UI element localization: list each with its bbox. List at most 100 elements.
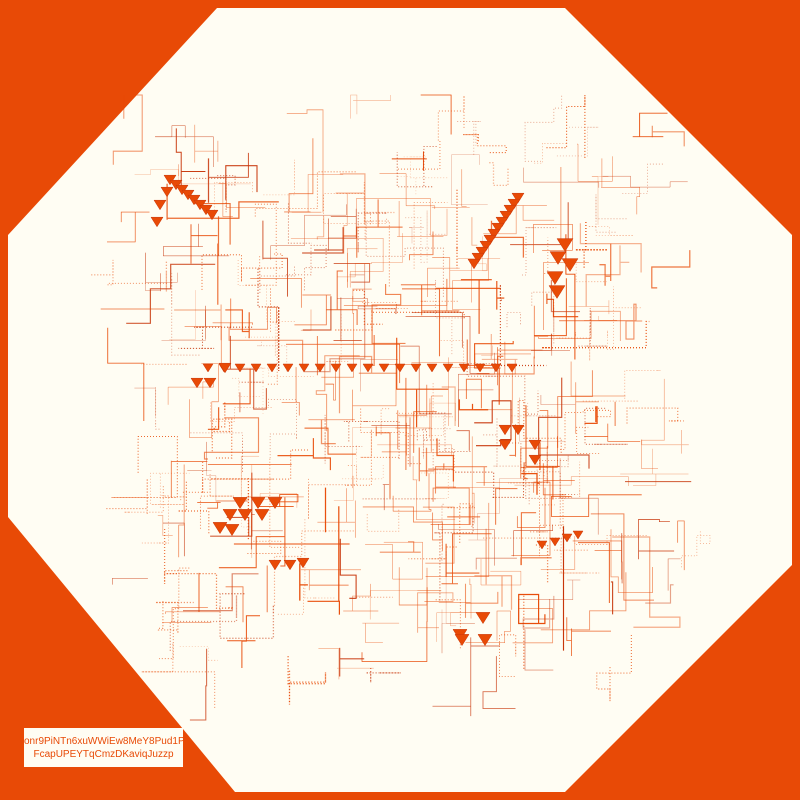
line-path — [356, 444, 376, 480]
line-path — [452, 245, 489, 310]
line-path — [520, 512, 552, 566]
triangle-marker — [536, 540, 548, 550]
line-path — [218, 497, 286, 569]
line-path — [456, 121, 481, 155]
line-path — [213, 401, 231, 433]
line-path — [299, 563, 308, 601]
line-path — [610, 581, 614, 615]
line-path — [337, 263, 369, 306]
line-path — [365, 668, 401, 683]
triangle-marker — [495, 216, 509, 228]
line-path — [512, 608, 554, 644]
line-path — [528, 452, 548, 505]
line-path — [514, 476, 629, 486]
line-path — [159, 567, 190, 660]
line-path — [201, 449, 308, 494]
line-path — [499, 284, 547, 367]
line-path — [610, 529, 653, 594]
line-path — [523, 167, 600, 188]
line-path — [362, 506, 443, 551]
line-path — [254, 367, 264, 414]
line-path — [357, 212, 387, 253]
line-path — [214, 182, 253, 219]
triangle-marker — [394, 363, 406, 373]
line-path — [546, 293, 579, 318]
triangle-marker — [150, 216, 164, 228]
line-path — [572, 540, 623, 580]
caption-line-2: FcapUPEYTqCmzDKaviqJuzzp — [33, 748, 174, 760]
line-path — [317, 488, 356, 538]
line-path — [559, 494, 578, 529]
octagon-canvas — [8, 8, 792, 792]
line-path — [481, 345, 493, 356]
line-path — [499, 634, 517, 678]
line-path — [327, 208, 357, 251]
line-path — [171, 273, 200, 356]
line-path — [441, 386, 456, 426]
line-path — [513, 524, 553, 557]
line-path — [285, 244, 327, 291]
line-path — [339, 538, 357, 599]
line-path — [535, 544, 549, 583]
triangle-marker — [475, 612, 491, 625]
line-path — [474, 575, 513, 610]
line-path — [438, 524, 495, 566]
line-path — [342, 199, 403, 258]
line-path — [405, 316, 490, 374]
line-path — [281, 367, 300, 416]
triangle-marker — [511, 424, 525, 436]
line-path — [429, 398, 456, 438]
triangle-marker — [548, 285, 566, 299]
line-path — [542, 463, 575, 496]
line-path — [250, 277, 302, 308]
triangle-marker — [561, 258, 579, 272]
line-path — [465, 610, 511, 643]
triangle-marker — [454, 634, 470, 647]
line-path — [638, 519, 675, 560]
line-path — [516, 487, 546, 529]
line-path — [566, 617, 611, 656]
triangle-marker — [160, 186, 174, 198]
line-path — [430, 487, 471, 526]
line-path — [223, 335, 267, 410]
line-path — [263, 159, 295, 196]
triangle-marker — [296, 557, 310, 569]
line-path — [178, 326, 253, 349]
line-path — [421, 452, 500, 490]
line-path — [324, 414, 363, 464]
triangle-marker — [378, 363, 390, 373]
line-path — [257, 268, 280, 371]
line-path — [379, 541, 421, 553]
triangle-marker — [254, 509, 270, 522]
line-path — [531, 291, 562, 346]
triangle-marker — [442, 363, 454, 373]
line-path — [602, 175, 688, 188]
triangle-marker — [205, 209, 219, 221]
triangle-marker — [572, 530, 584, 540]
caption-line-1: onr9PiNTn6xuWWiEw8MeY8Pud1P — [24, 735, 185, 747]
triangle-marker — [528, 454, 542, 466]
triangle-marker — [458, 363, 470, 373]
line-path — [450, 258, 501, 271]
triangle-marker — [477, 634, 493, 647]
line-path — [212, 306, 277, 330]
line-path — [302, 227, 344, 254]
line-path — [599, 243, 612, 286]
line-path — [565, 234, 576, 360]
line-path — [184, 326, 222, 364]
line-path — [506, 312, 521, 328]
line-path — [270, 287, 282, 332]
line-path — [400, 345, 452, 415]
line-path — [405, 210, 446, 263]
line-path — [474, 341, 514, 405]
line-path — [227, 615, 260, 668]
line-path — [197, 501, 221, 509]
line-path — [550, 280, 580, 313]
line-path — [258, 494, 299, 508]
line-path — [465, 378, 482, 409]
line-path — [343, 193, 348, 254]
line-path — [363, 182, 395, 287]
line-path — [645, 584, 674, 604]
line-path — [641, 378, 665, 469]
line-path — [287, 656, 327, 705]
